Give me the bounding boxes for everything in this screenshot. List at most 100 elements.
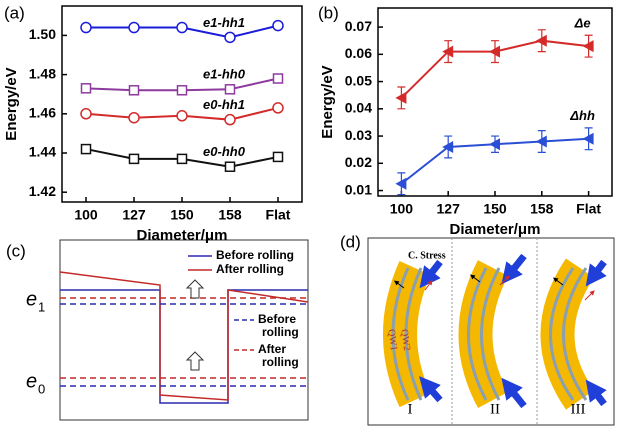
marker [535, 34, 547, 47]
y-tick-label: 0.02 [345, 154, 372, 170]
x-tick-label: 127 [437, 201, 461, 217]
x-tick-label: 158 [530, 201, 554, 217]
marker [176, 110, 188, 122]
layer [383, 261, 431, 408]
level-symbol: e [26, 288, 37, 310]
x-tick-label: 150 [483, 201, 507, 217]
stage-label: III [571, 401, 586, 417]
quantum-well [480, 267, 501, 401]
stress-arrow [585, 379, 607, 407]
y-axis-label: Energy/eV [3, 67, 20, 140]
legend-label: After [258, 342, 286, 356]
panel-d: (d) C. Stress QW1 QW2 I II III [340, 232, 615, 426]
stress-arrow [501, 377, 527, 409]
stage-label: I [408, 401, 413, 417]
series-label: e0-hh1 [203, 97, 245, 112]
strain-arrow [394, 280, 405, 289]
legend-label: Before [258, 312, 296, 326]
stress-arrow [419, 259, 443, 289]
marker [80, 21, 92, 34]
plot-frame [377, 7, 613, 197]
y-tick-label: 0.01 [345, 181, 372, 197]
legend-label: Before rolling [216, 248, 294, 262]
marker [128, 153, 140, 165]
band-after [59, 271, 309, 401]
strain-arrow [584, 290, 595, 301]
quantum-well [562, 267, 588, 401]
y-tick-label: 1.46 [29, 105, 56, 121]
strain-arrow [470, 274, 481, 283]
quantum-well [467, 267, 488, 401]
x-tick-label: 150 [170, 207, 194, 223]
well-label: QW1 [385, 328, 399, 351]
marker [272, 151, 284, 163]
stress-label: C. Stress [408, 250, 446, 261]
level-symbol: e [26, 370, 37, 392]
x-tick-label: Flat [266, 207, 291, 223]
marker [80, 108, 92, 120]
chart: (b) 0.01 0.02 0.03 0.04 0.05 0.06 0.07 100 127 150… [318, 3, 613, 238]
marker [395, 177, 407, 190]
well-label: QW2 [398, 328, 412, 351]
y-tick-label: 0.03 [345, 127, 372, 143]
y-axis-label: Energy/eV [319, 65, 336, 138]
layer [540, 258, 595, 410]
stress-arrow [585, 259, 607, 287]
legend-label: After rolling [216, 262, 284, 276]
y-tick-label: 1.48 [29, 65, 56, 81]
y-tick-label: 1.42 [29, 183, 56, 199]
strain-arrow [499, 275, 510, 286]
level-subscript: 1 [38, 299, 45, 314]
x-tick-label: 158 [218, 207, 242, 223]
stage-label: II [490, 401, 500, 417]
levels: e 1e 0 [26, 288, 45, 396]
y-tick-label: 0.06 [345, 45, 372, 61]
chart: (a) 1.42 1.44 1.46 1.48 1.50 100 127 150 158 Flat D… [3, 3, 303, 244]
panel-label: (b) [318, 3, 339, 22]
y-tick-label: 0.05 [345, 72, 372, 88]
marker [582, 132, 594, 145]
x-axis-label: Diameter/μm [450, 221, 541, 238]
quantum-well [549, 267, 575, 401]
band-before [60, 289, 308, 404]
quantum-well [404, 267, 423, 401]
x-tick-label: 100 [74, 207, 98, 223]
x-tick-label: 127 [122, 207, 146, 223]
marker [128, 21, 140, 34]
series-label: Δhh [569, 108, 595, 123]
marker [442, 140, 454, 153]
marker [224, 113, 236, 126]
marker [176, 153, 188, 165]
frame [59, 239, 309, 421]
marker [128, 85, 140, 96]
x-tick-label: Flat [576, 201, 601, 217]
marker [224, 161, 236, 172]
strain-arrow [424, 280, 433, 291]
marker [489, 138, 500, 151]
marker [176, 85, 188, 96]
stress-arrow [501, 253, 527, 285]
quantum-well [391, 267, 410, 401]
panel-label: (d) [340, 232, 361, 251]
legend-label: rolling [262, 325, 299, 339]
marker [80, 83, 92, 94]
y-tick-label: 1.44 [29, 144, 56, 160]
y-tick-label: 0.07 [345, 18, 372, 34]
shift-arrow [185, 351, 205, 371]
panel-label: (c) [6, 241, 26, 260]
marker [272, 73, 284, 84]
x-tick-label: 100 [390, 201, 414, 217]
plot-frame [61, 5, 303, 203]
marker [582, 40, 594, 53]
strain-arrow [553, 277, 564, 286]
frame [367, 237, 615, 426]
x-axis-label: Diameter/μm [137, 227, 228, 244]
y-tick-label: 0.04 [345, 100, 372, 116]
panel-label: (a) [4, 3, 25, 22]
series-label: Δe [574, 16, 591, 31]
y-tick-label: 1.50 [29, 26, 56, 42]
marker [224, 31, 236, 44]
